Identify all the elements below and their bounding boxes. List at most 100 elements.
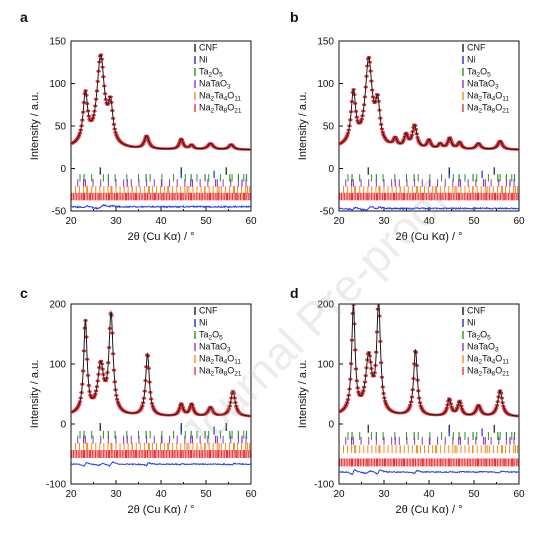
legend-label-part: 8 xyxy=(224,108,228,115)
legend-label-part: 3 xyxy=(227,347,231,354)
legend-label-part: 2 xyxy=(477,72,481,79)
x-tick-label: 40 xyxy=(423,489,435,500)
panel-label: c xyxy=(20,285,28,301)
legend-label-part: 3 xyxy=(495,347,499,354)
legend-label-na2ta8o21: Na2Ta8O21 xyxy=(199,103,242,115)
legend-label-part: O xyxy=(227,354,234,364)
legend-label-cnf: CNF xyxy=(199,306,218,316)
legend-label-part: 11 xyxy=(502,96,509,103)
x-tick-label: 30 xyxy=(110,489,122,500)
legend-label-part: CNF xyxy=(467,43,486,53)
x-axis-label: 2θ (Cu Kα) / ° xyxy=(128,504,195,516)
legend-label-ta2o5: Ta2O5 xyxy=(467,67,491,79)
difference-curve xyxy=(339,468,519,475)
legend-label-part: Ta xyxy=(214,366,224,376)
legend-label-part: O xyxy=(212,67,219,77)
legend-label-part: Na xyxy=(199,354,211,364)
legend-label-part: CNF xyxy=(199,306,218,316)
legend-label-part: O xyxy=(227,366,234,376)
legend-label-part: O xyxy=(227,91,234,101)
legend-label-part: NaTaO xyxy=(467,79,495,89)
y-tick-label: 200 xyxy=(49,300,66,311)
difference-curve xyxy=(71,461,251,467)
legend-label-part: 2 xyxy=(211,96,215,103)
legend-label-na2ta8o21: Na2Ta8O21 xyxy=(467,366,510,378)
x-tick-label: 20 xyxy=(333,489,345,500)
legend-label-part: 3 xyxy=(495,84,499,91)
legend-label-part: NaTaO xyxy=(467,342,495,352)
legend-label-part: Na xyxy=(467,354,479,364)
legend-label-cnf: CNF xyxy=(467,43,486,53)
difference-curve xyxy=(71,203,251,210)
x-tick-label: 20 xyxy=(65,489,77,500)
x-tick-label: 50 xyxy=(200,489,212,500)
difference-curve xyxy=(339,206,519,211)
legend-label-part: 2 xyxy=(479,359,483,366)
legend-label-part: Ta xyxy=(482,103,492,113)
y-tick-label: 100 xyxy=(49,79,66,90)
legend-label-na2ta4o11: Na2Ta4O11 xyxy=(467,91,509,103)
legend-label-natao3: NaTaO3 xyxy=(467,79,499,91)
plot-area xyxy=(71,310,251,467)
legend-label-part: Na xyxy=(199,91,211,101)
legend-label-part: 5 xyxy=(219,335,223,342)
legend-label-ni: Ni xyxy=(467,55,476,65)
y-tick-label: 200 xyxy=(317,300,334,311)
legend-label-ta2o5: Ta2O5 xyxy=(199,67,223,79)
panel-label: a xyxy=(20,9,28,25)
x-axis-label: 2θ (Cu Kα) / ° xyxy=(396,231,463,243)
y-tick-label: 50 xyxy=(55,122,67,133)
legend-label-part: 11 xyxy=(502,359,509,366)
legend-label-cnf: CNF xyxy=(467,306,486,316)
legend-label-part: NaTaO xyxy=(199,79,227,89)
legend-label-part: O xyxy=(212,330,219,340)
x-tick-label: 30 xyxy=(378,216,390,227)
legend-label-na2ta8o21: Na2Ta8O21 xyxy=(199,366,242,378)
legend-label-part: O xyxy=(495,354,502,364)
calculated-line xyxy=(339,56,519,150)
legend-label-part: Ta xyxy=(199,67,209,77)
legend-label-part: 2 xyxy=(479,108,483,115)
x-tick-label: 60 xyxy=(513,216,525,227)
x-tick-label: 40 xyxy=(155,216,167,227)
legend-label-part: O xyxy=(495,91,502,101)
x-tick-label: 30 xyxy=(378,489,390,500)
y-tick-label: -50 xyxy=(52,207,67,218)
legend-label-part: CNF xyxy=(199,43,218,53)
y-tick-label: 0 xyxy=(328,420,334,431)
panel-label: b xyxy=(290,9,299,25)
plot-area xyxy=(71,53,251,210)
panel-label: d xyxy=(290,285,299,301)
legend-label-part: CNF xyxy=(467,306,486,316)
legend-label-ni: Ni xyxy=(199,55,208,65)
legend-label-part: O xyxy=(480,330,487,340)
y-axis-label: Intensity / a.u. xyxy=(297,92,309,160)
x-tick-label: 20 xyxy=(65,216,77,227)
legend-label-part: 4 xyxy=(492,359,496,366)
legend-label-part: Na xyxy=(467,91,479,101)
legend-label-part: 4 xyxy=(224,96,228,103)
legend-label-natao3: NaTaO3 xyxy=(467,342,499,354)
legend-label-ni: Ni xyxy=(467,318,476,328)
y-tick-label: 50 xyxy=(323,122,335,133)
y-tick-label: 100 xyxy=(317,79,334,90)
x-tick-label: 60 xyxy=(513,489,525,500)
legend-label-part: Ta xyxy=(467,67,477,77)
legend-label-na2ta4o11: Na2Ta4O11 xyxy=(467,354,509,366)
y-axis-label: Intensity / a.u. xyxy=(29,92,41,160)
legend-label-na2ta8o21: Na2Ta8O21 xyxy=(467,103,510,115)
legend-label-part: 2 xyxy=(477,335,481,342)
legend-label-part: 2 xyxy=(209,72,213,79)
legend-label-part: 21 xyxy=(502,108,510,115)
x-tick-label: 30 xyxy=(110,216,122,227)
calculated-line xyxy=(71,53,251,151)
legend-label-part: 2 xyxy=(211,359,215,366)
legend-label-ta2o5: Ta2O5 xyxy=(199,330,223,342)
legend-label-part: 21 xyxy=(234,371,242,378)
x-tick-label: 20 xyxy=(333,216,345,227)
calculated-line xyxy=(71,310,251,417)
legend-label-part: O xyxy=(495,103,502,113)
